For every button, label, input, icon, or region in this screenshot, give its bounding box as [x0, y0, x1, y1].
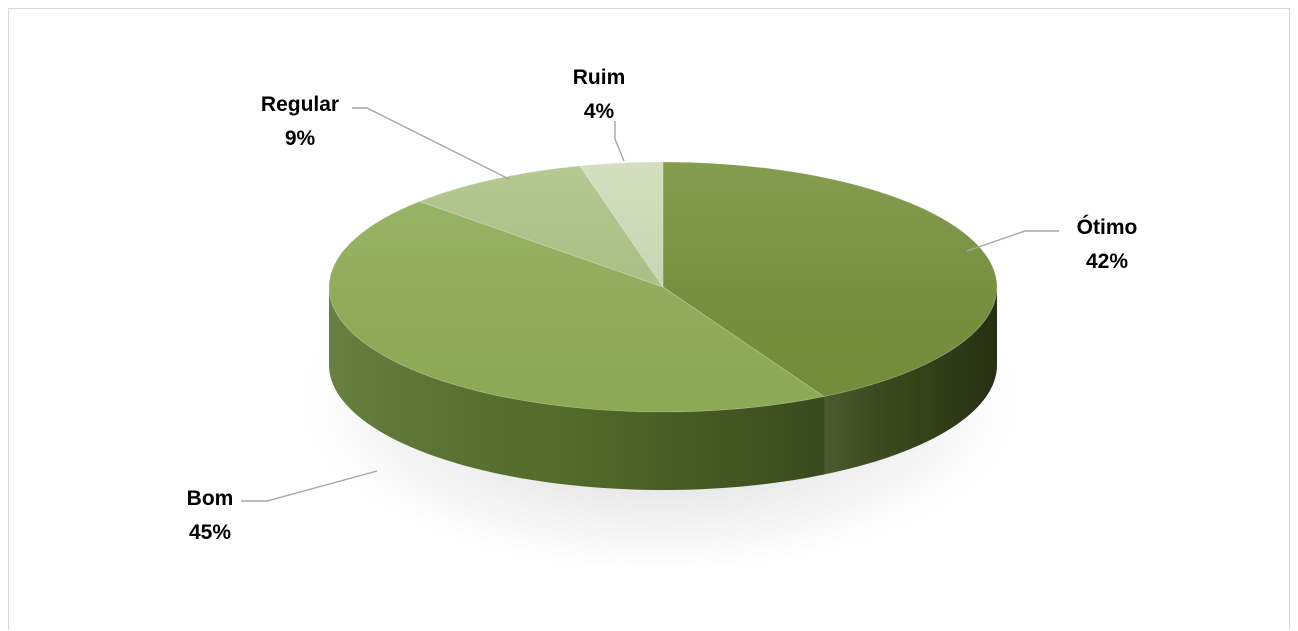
slice-percent-ruim: 4%: [584, 100, 615, 123]
pie-side-shading: [329, 287, 824, 490]
pie-side-shading: [823, 287, 997, 475]
leader-line-regular: [352, 107, 510, 180]
slice-label-regular: Regular: [261, 93, 339, 116]
slice-percent-regular: 9%: [285, 127, 316, 150]
leader-lines: [241, 107, 1059, 502]
chart-area: Ótimo 42% Bom 45% Regular 9% Ruim 4%: [8, 8, 1290, 630]
pie-sides: [329, 287, 997, 490]
leader-line-bom: [241, 470, 378, 502]
leader-line-ruim: [614, 121, 625, 162]
pie-top-gloss: [329, 162, 997, 412]
leader-line-otimo: [966, 230, 1059, 252]
pie-chart: Ótimo 42% Bom 45% Regular 9% Ruim 4%: [187, 66, 1138, 571]
pie-slices: [328, 161, 998, 413]
slice-percent-bom: 45%: [189, 521, 231, 544]
slice-label-otimo: Ótimo: [1077, 215, 1138, 239]
slice-label-ruim: Ruim: [573, 66, 626, 89]
slice-percent-otimo: 42%: [1086, 250, 1128, 273]
slice-label-bom: Bom: [187, 487, 234, 510]
slice-labels: Ótimo 42% Bom 45% Regular 9% Ruim 4%: [187, 66, 1138, 544]
